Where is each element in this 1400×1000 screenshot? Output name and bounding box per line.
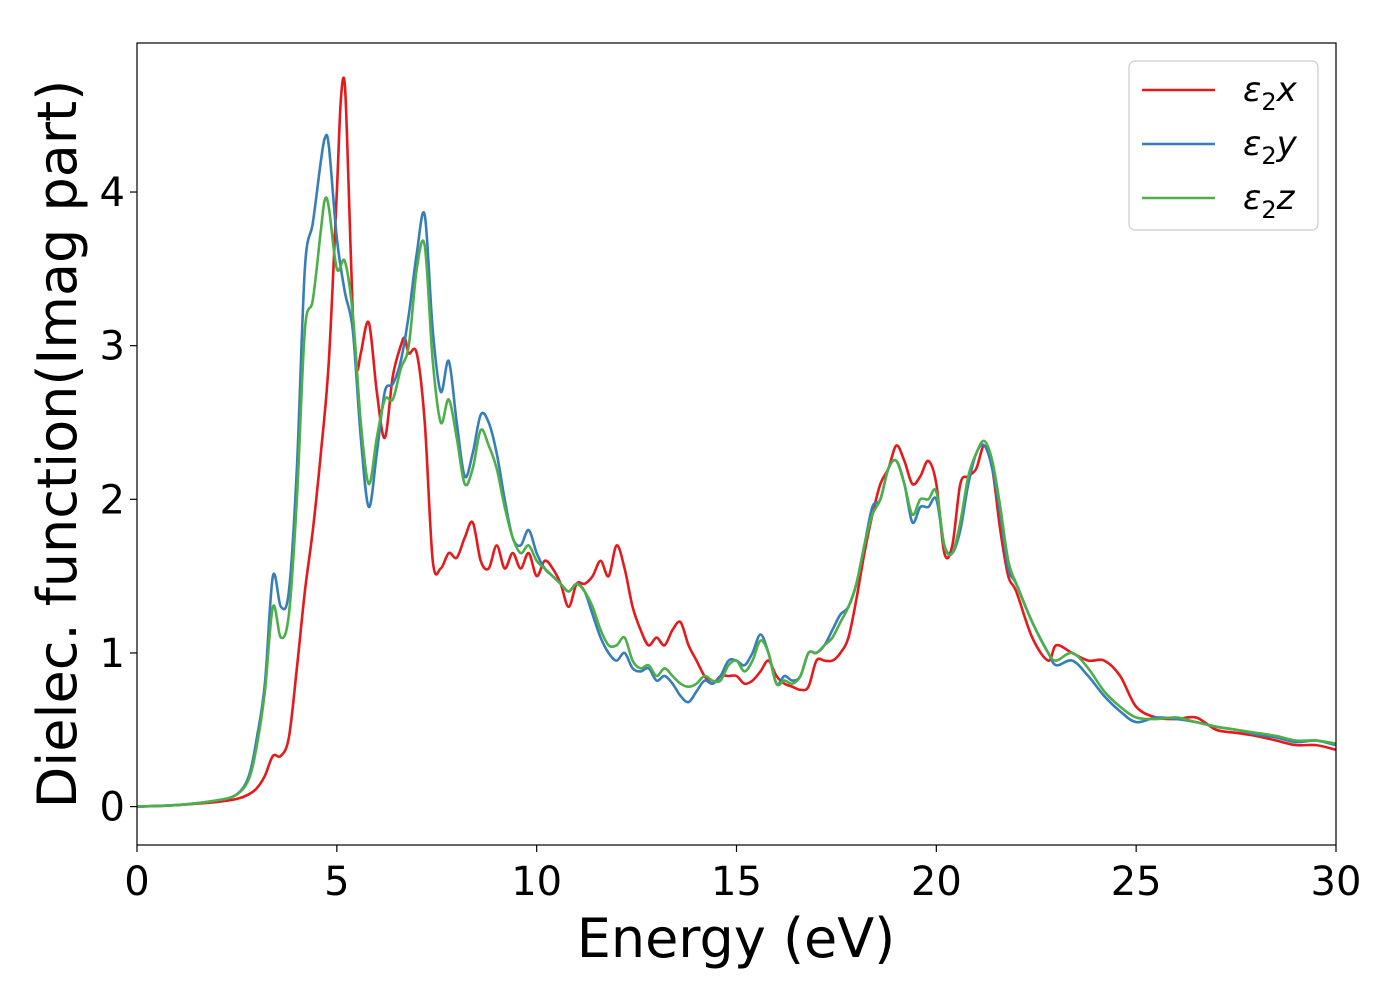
legend-label-main: ε xyxy=(1243,124,1261,164)
y-tick-label: 1 xyxy=(100,631,125,677)
y-tick-label: 2 xyxy=(100,477,125,523)
y-tick-label: 4 xyxy=(100,170,125,216)
x-tick-label: 25 xyxy=(1111,859,1162,905)
legend-label-suffix: z xyxy=(1276,178,1296,218)
series-layer xyxy=(137,76,1336,808)
legend-label-subscript: 2 xyxy=(1261,196,1276,224)
x-tick-label: 20 xyxy=(911,859,962,905)
x-tick-label: 10 xyxy=(511,859,562,905)
legend-box xyxy=(1128,60,1319,231)
legend-label-z: ε2z xyxy=(1243,178,1296,224)
legend-label-x: ε2x xyxy=(1243,70,1298,116)
legend-label-suffix: x xyxy=(1276,70,1298,110)
y-axis-title: Dielec. function(Imag part) xyxy=(26,80,89,809)
x-tick-label: 15 xyxy=(711,859,762,905)
y-axis: 0 1 2 3 4 xyxy=(100,170,137,831)
y-tick-label: 3 xyxy=(100,324,125,370)
legend-label-y: ε2y xyxy=(1243,124,1298,170)
x-axis: 0 5 10 15 20 25 30 xyxy=(124,845,1361,905)
x-axis-title: Energy (eV) xyxy=(577,907,896,970)
legend-label-subscript: 2 xyxy=(1261,142,1276,170)
x-tick-label: 5 xyxy=(324,859,349,905)
y-tick-label: 0 xyxy=(100,785,125,831)
legend-label-suffix: y xyxy=(1276,124,1298,164)
legend-label-subscript: 2 xyxy=(1261,88,1276,116)
series-line-z xyxy=(137,196,1336,808)
x-tick-label: 30 xyxy=(1311,859,1362,905)
legend-label-main: ε xyxy=(1243,70,1261,110)
x-tick-label: 0 xyxy=(124,859,149,905)
legend-label-main: ε xyxy=(1243,178,1261,218)
